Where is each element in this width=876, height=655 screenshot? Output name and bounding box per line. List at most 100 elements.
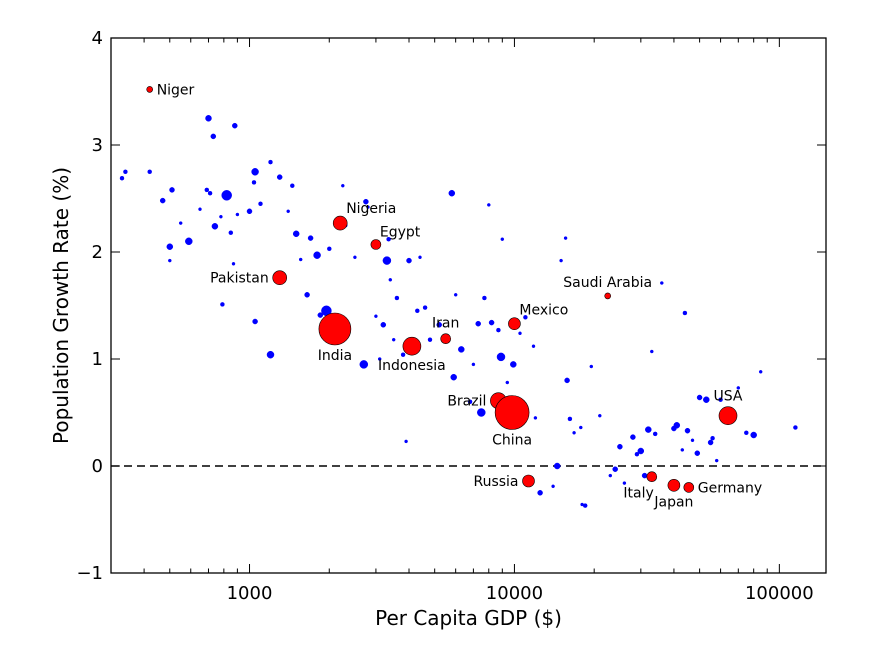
point-label: Russia (473, 474, 518, 490)
scatter-point (307, 235, 314, 241)
scatter-point (406, 257, 412, 264)
scatter-point (673, 422, 681, 429)
point-label: Indonesia (378, 358, 446, 374)
scatter-point (388, 278, 393, 282)
scatter-point (750, 431, 757, 439)
point-label: Saudi Arabia (563, 275, 652, 291)
scatter-point (436, 322, 442, 328)
scatter-point (579, 425, 583, 430)
scatter-point (518, 331, 522, 336)
highlighted-point (667, 478, 681, 492)
point-label: India (318, 348, 352, 364)
scatter-point (169, 187, 175, 193)
scatter-point (690, 438, 695, 443)
scatter-point (252, 318, 258, 325)
scatter-point (634, 451, 640, 457)
highlighted-point (508, 317, 521, 331)
highlighted-point (440, 333, 452, 345)
scatter-point (453, 293, 458, 297)
y-tick-label: 3 (92, 135, 103, 156)
scatter-point (313, 251, 321, 259)
scatter-point (418, 255, 422, 260)
scatter-point (251, 168, 259, 176)
scatter-point (232, 122, 238, 129)
scatter-point (450, 373, 457, 381)
scatter-point (266, 350, 275, 359)
scatter-point (758, 370, 763, 374)
point-label: Japan (653, 494, 693, 510)
scatter-point (567, 416, 573, 422)
scatter-point (268, 159, 273, 165)
scatter-point (415, 308, 420, 314)
scatter-point (703, 396, 710, 403)
scatter-point (211, 223, 219, 230)
scatter-point (612, 466, 618, 472)
scatter-point (286, 209, 290, 214)
scatter-point (482, 295, 487, 301)
highlighted-point (146, 86, 153, 93)
scatter-point (119, 175, 125, 181)
highlighted-countries-layer (146, 86, 738, 493)
scatter-point (736, 386, 741, 390)
point-label: Italy (623, 486, 653, 502)
scatter-point (374, 314, 378, 318)
scatter-point (123, 169, 128, 175)
point-label: Niger (157, 82, 195, 98)
scatter-point (317, 312, 324, 318)
scatter-point (793, 425, 798, 430)
scatter-point (608, 473, 613, 478)
scatter-point (505, 380, 510, 385)
scatter-point (652, 431, 658, 437)
point-label: Nigeria (346, 201, 396, 217)
scatter-point (559, 258, 563, 263)
scatter-point (198, 207, 202, 211)
scatter-point (650, 349, 654, 354)
other-countries-layer (119, 115, 798, 508)
scatter-point (382, 256, 392, 265)
highlighted-point (402, 336, 422, 356)
scatter-point (258, 201, 263, 207)
scatter-point (551, 484, 555, 489)
scatter-point (290, 183, 295, 188)
scatter-point (221, 190, 232, 201)
scatter-point (710, 435, 715, 441)
x-axis-label: Per Capita GDP ($) (375, 606, 562, 630)
scatter-point (684, 427, 691, 434)
x-tick-label: 10000 (486, 583, 543, 604)
plot-area: Niger Nigeria Egypt Pakistan Saudi Arabia Mex… (111, 82, 826, 510)
scatter-point (391, 337, 396, 342)
scatter-point (366, 205, 370, 209)
scatter-point (168, 258, 172, 263)
scatter-point (531, 344, 536, 348)
scatter-point (359, 360, 369, 369)
scatter-point (563, 236, 568, 240)
scatter-point (341, 183, 345, 188)
scatter-point (510, 361, 517, 368)
y-tick-label: 0 (92, 456, 103, 477)
scatter-point (448, 189, 456, 197)
scatter-point (564, 377, 570, 384)
scatter-point (231, 262, 236, 266)
scatter-point (533, 416, 538, 420)
scatter-point (400, 352, 406, 357)
scatter-point (714, 458, 719, 463)
y-axis-label: Population Growth Rate (%) (49, 167, 73, 444)
highlighted-point (318, 312, 352, 346)
highlighted-point (604, 292, 612, 300)
scatter-point (235, 212, 240, 217)
scatter-point (680, 448, 685, 452)
scatter-point (251, 180, 257, 185)
x-tick-label: 1000 (227, 583, 273, 604)
scatter-point (641, 472, 648, 479)
plot-frame (110, 37, 827, 574)
scatter-point (205, 115, 212, 122)
scatter-point (707, 439, 714, 446)
point-label: Egypt (380, 225, 421, 241)
highlighted-point (683, 482, 695, 493)
scatter-point (572, 431, 576, 435)
highlighted-point (370, 239, 382, 250)
scatter-point (496, 327, 501, 333)
scatter-point (159, 197, 166, 204)
scatter-point (207, 190, 213, 196)
point-label: Germany (698, 480, 762, 496)
